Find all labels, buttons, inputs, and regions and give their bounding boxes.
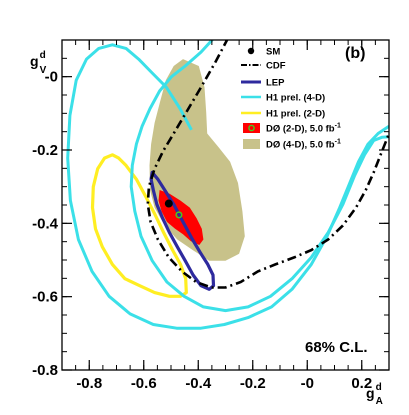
confidence-level-label: 68% C.L. bbox=[305, 339, 368, 356]
legend-d0-2d-sup: -1 bbox=[335, 123, 341, 130]
panel-label: (b) bbox=[345, 45, 365, 62]
series-best-fit-marker-8-0 bbox=[175, 211, 183, 219]
legend-sm-marker bbox=[247, 47, 255, 55]
series-lep-2 bbox=[149, 170, 216, 291]
y-tick-label: -0.2 bbox=[32, 142, 58, 159]
y-axis-title-symbol: g bbox=[30, 53, 39, 69]
y-tick-label: -0.4 bbox=[32, 215, 59, 232]
legend-sm-label: SM bbox=[266, 47, 280, 58]
legend-lep-label: LEP bbox=[266, 78, 285, 89]
x-tick-label: -0.4 bbox=[185, 375, 212, 392]
legend-h1-2d-label: H1 prel. (2-D) bbox=[266, 109, 325, 120]
x-tick-label: -0.2 bbox=[240, 375, 266, 392]
y-tick-label: -0.6 bbox=[32, 289, 58, 306]
points-layer bbox=[164, 199, 183, 219]
x-tick-label: -0.6 bbox=[131, 375, 157, 392]
x-axis-title: gd A bbox=[366, 382, 383, 407]
series-h1-2d-3 bbox=[90, 153, 188, 298]
legend-d0-2d-swatch bbox=[243, 123, 260, 133]
y-tick-label: -0.8 bbox=[32, 362, 58, 379]
contours-layer bbox=[66, 40, 389, 330]
series-sm-7-0 bbox=[164, 199, 173, 208]
legend-d0-2d-marker bbox=[248, 124, 255, 132]
y-axis-title-superscript: d bbox=[40, 50, 46, 61]
x-axis-title-symbol: g bbox=[366, 385, 375, 401]
legend: SM CDF LEP H1 prel. (4-D) H1 prel. (2-D)… bbox=[241, 47, 341, 151]
x-tick-label: -0 bbox=[301, 375, 314, 392]
y-axis-title-subscript: V bbox=[40, 65, 47, 76]
legend-d0-4d-swatch bbox=[243, 139, 260, 149]
x-tick-label: 0.2 bbox=[351, 375, 372, 392]
legend-cdf-label: CDF bbox=[266, 61, 286, 72]
y-tick-label: -0 bbox=[45, 69, 58, 86]
legend-d0-2d-label: DØ (2-D), 5.0 fb-1 bbox=[266, 123, 341, 135]
legend-d0-4d-text: DØ (4-D), 5.0 fb bbox=[266, 140, 335, 151]
x-axis-title-superscript: d bbox=[376, 382, 382, 393]
legend-d0-4d-label: DØ (4-D), 5.0 fb-1 bbox=[266, 139, 341, 151]
legend-h1-4d-label: H1 prel. (4-D) bbox=[266, 93, 325, 104]
axis-ticks bbox=[61, 39, 390, 371]
legend-d0-2d-text: DØ (2-D), 5.0 fb bbox=[266, 124, 335, 135]
y-axis-title: gd V bbox=[30, 50, 47, 76]
axis-tick-labels: -0.8 -0.6 -0.4 -0.2 -0 0.2 -0.8 -0.6 -0.4 -0.2 -0 bbox=[32, 69, 372, 392]
x-tick-label: -0.8 bbox=[76, 375, 102, 392]
x-axis-title-subscript: A bbox=[376, 396, 383, 407]
legend-d0-4d-sup: -1 bbox=[335, 139, 341, 146]
series-h1-4d-4 bbox=[129, 40, 389, 313]
series-h1-4d-5 bbox=[66, 43, 389, 330]
